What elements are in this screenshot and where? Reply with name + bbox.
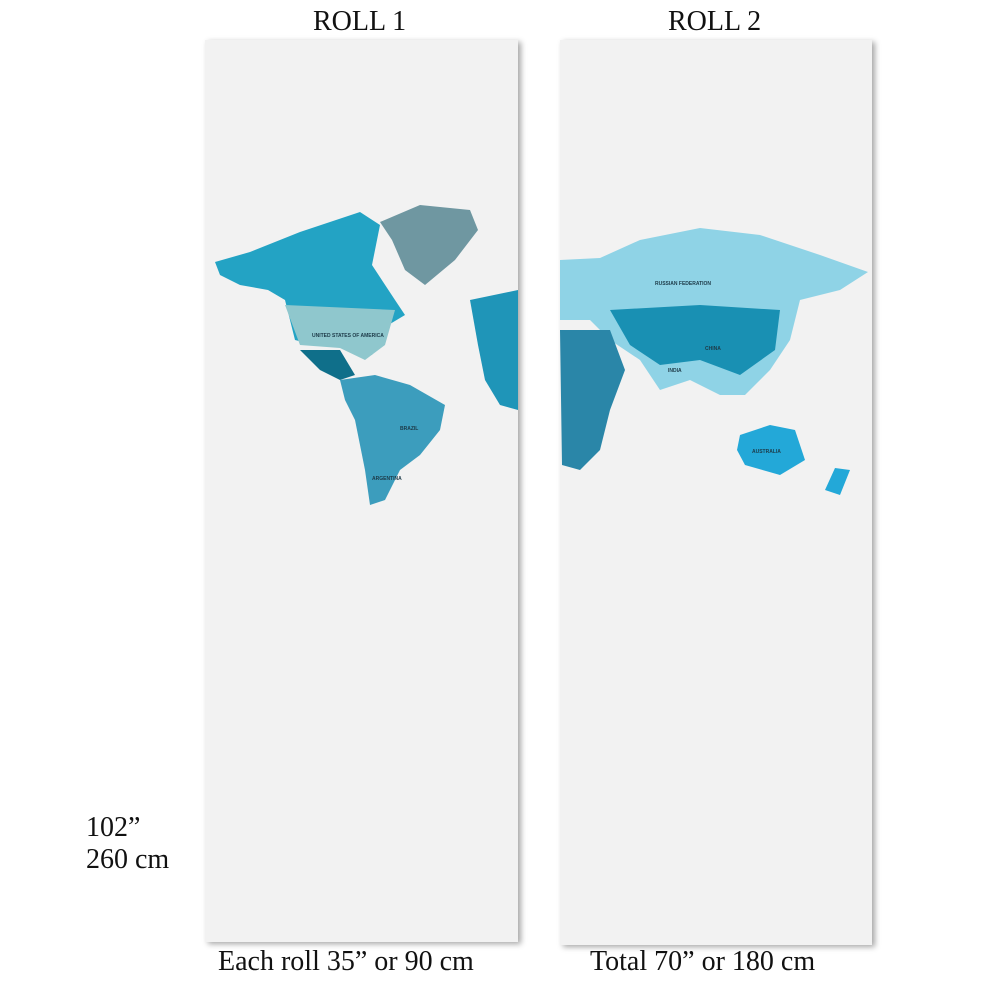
roll-title: ROLL 1 xyxy=(313,6,407,37)
roll-width: Each roll 35” or 90 cm xyxy=(218,946,474,977)
total-width: Total 70” or 180 cm xyxy=(590,946,816,977)
map-label: BRAZIL xyxy=(400,426,418,432)
map-label: CHINA xyxy=(705,346,721,352)
height-cm: 260 cm xyxy=(86,844,170,875)
roll-2 xyxy=(560,40,872,945)
map-label: UNITED STATES OF AMERICA xyxy=(312,333,384,339)
roll-1 xyxy=(205,40,518,942)
map-roll-2: RUSSIAN FEDERATION CHINA INDIA AUSTRALIA xyxy=(560,228,868,495)
map-label: RUSSIAN FEDERATION xyxy=(655,281,711,287)
map-label: ARGENTINA xyxy=(372,476,402,482)
map-label: AUSTRALIA xyxy=(752,449,781,455)
height-inches: 102” xyxy=(86,812,141,843)
map-roll-1: UNITED STATES OF AMERICA BRAZIL ARGENTIN… xyxy=(215,205,518,505)
map-label: INDIA xyxy=(668,368,682,374)
roll-title: ROLL 2 xyxy=(668,6,762,37)
